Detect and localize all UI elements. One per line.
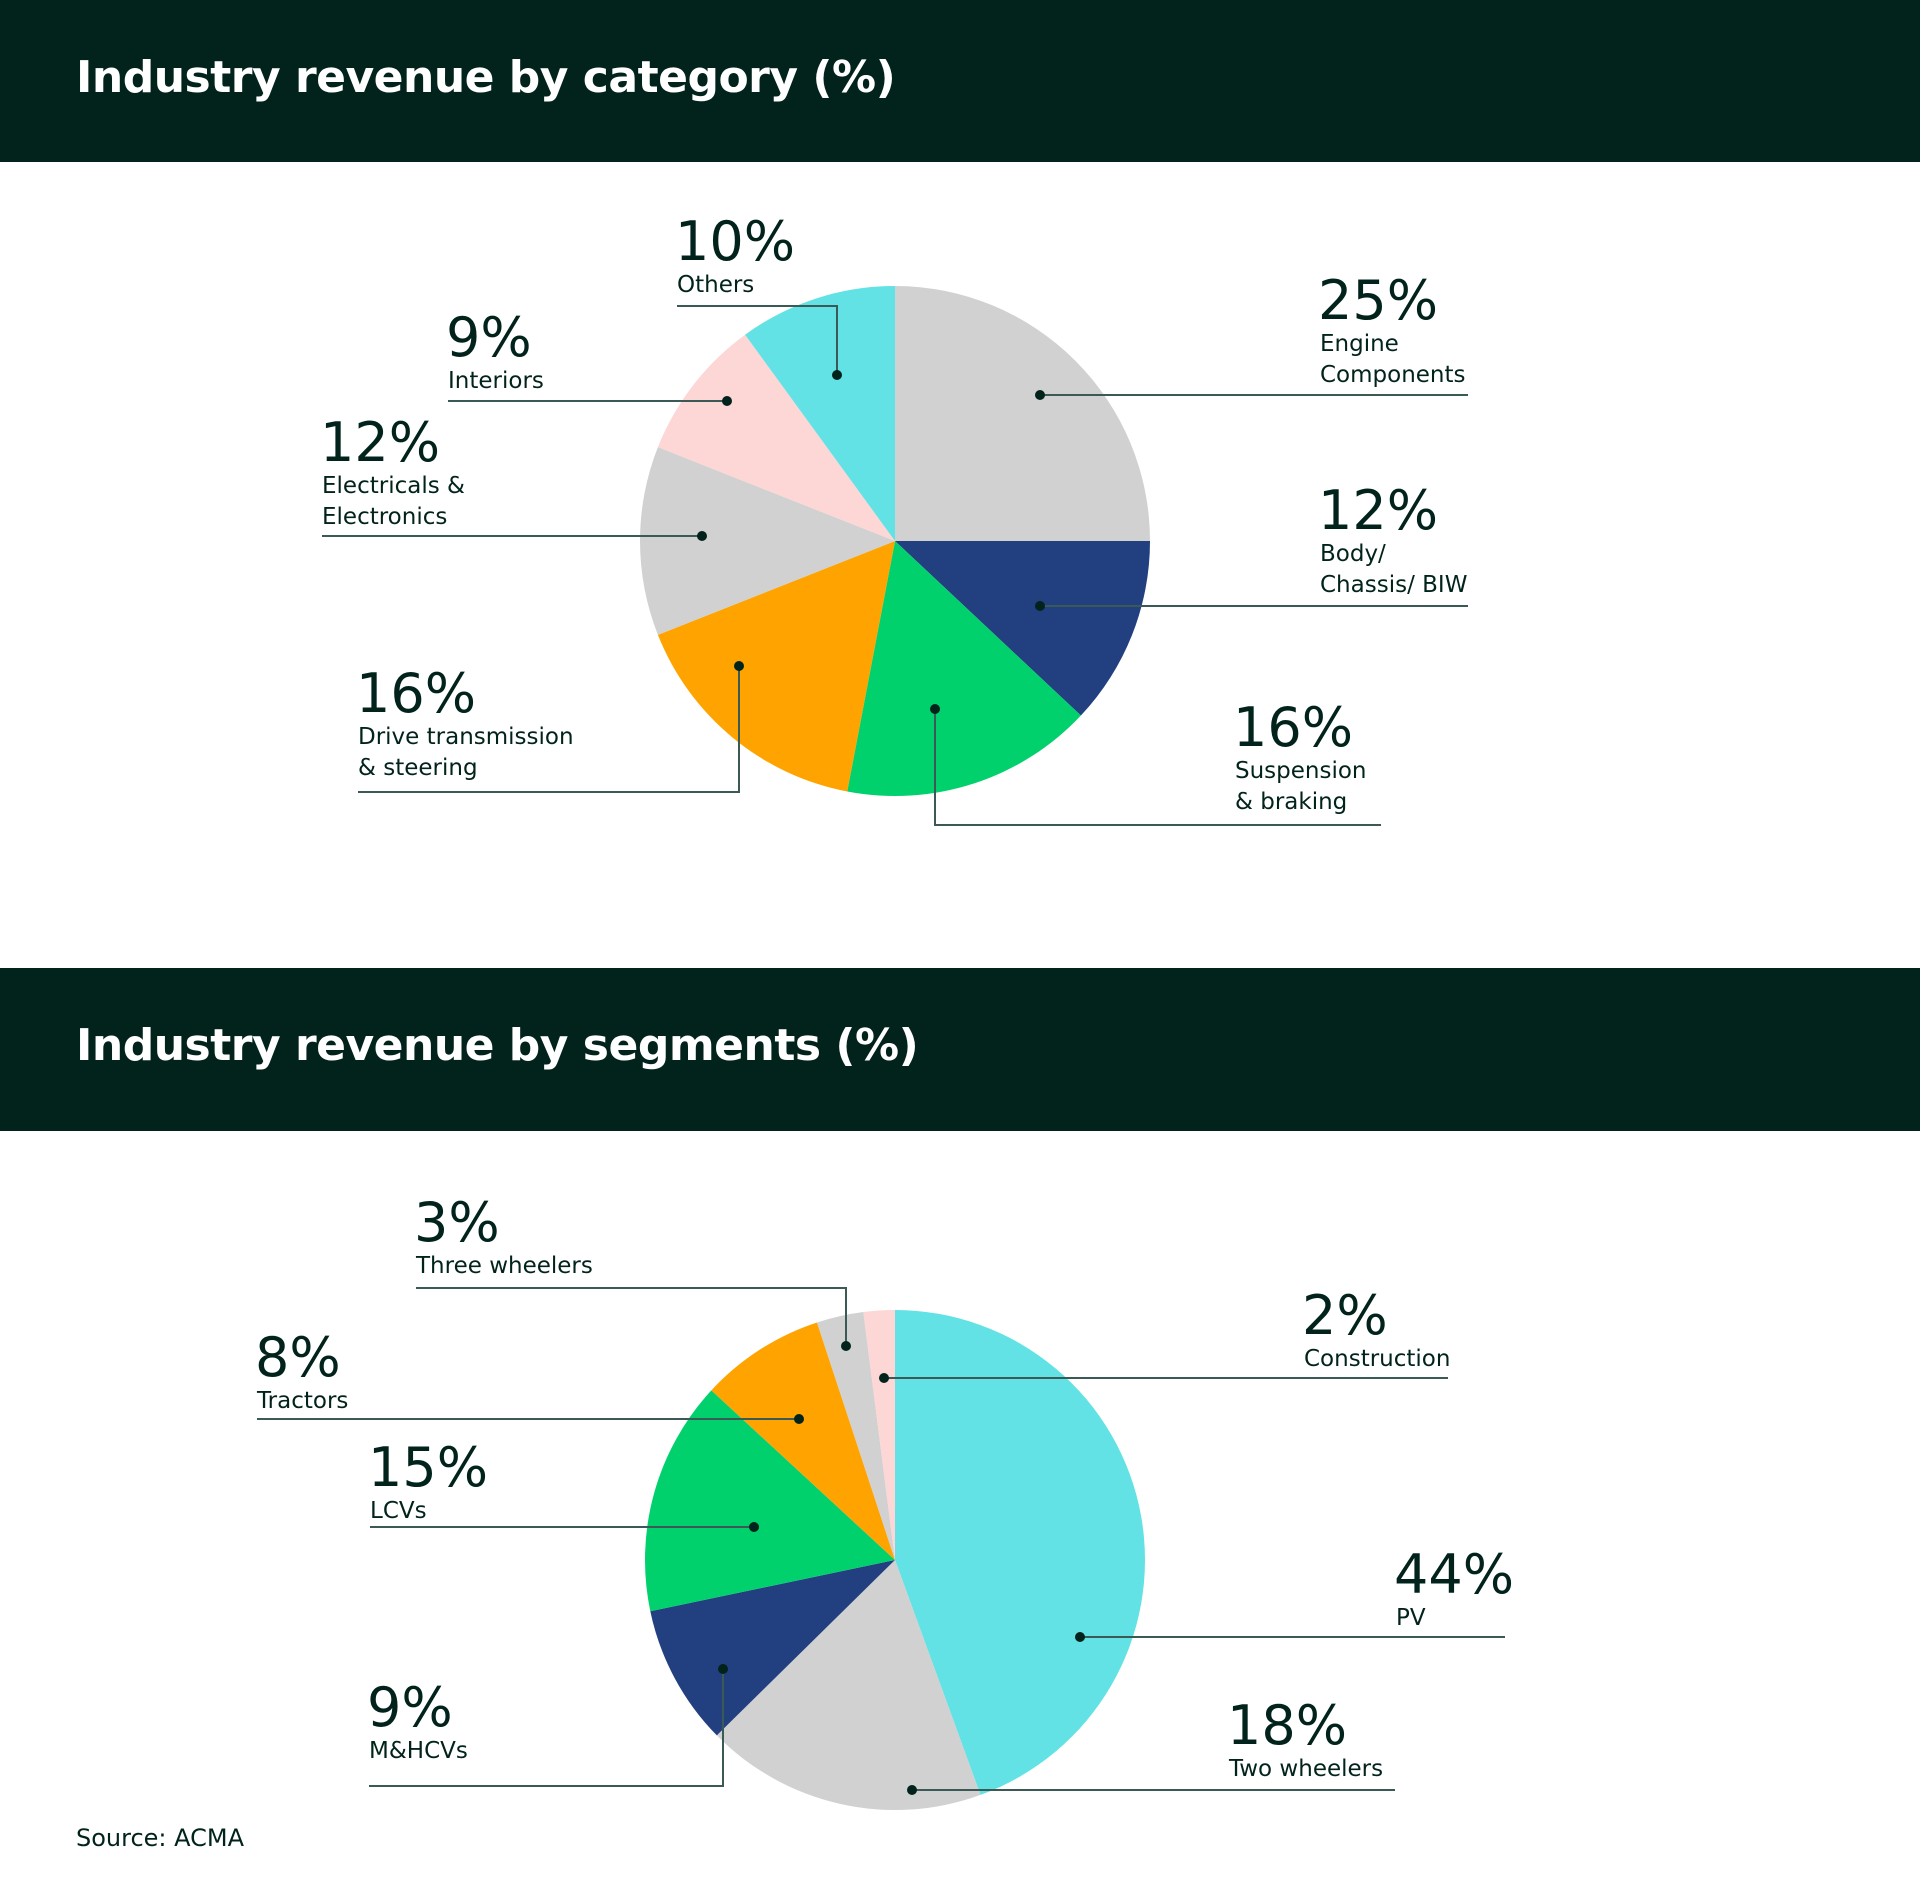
slice-label: Body/ <box>1320 541 1386 567</box>
leader-dot-icon <box>749 1522 759 1532</box>
pie-slice-others <box>745 286 895 541</box>
slice-label: Chassis/ BIW <box>1320 572 1467 598</box>
slice-percent: 44% <box>1394 1543 1514 1606</box>
callout-two-wheelers: 18%Two wheelers <box>907 1694 1395 1795</box>
category-header-band: Industry revenue by category (%) <box>0 0 1920 162</box>
slice-percent: 18% <box>1227 1694 1347 1757</box>
callout-m-hcvs: 9%M&HCVs <box>367 1664 728 1787</box>
leader-dot-icon <box>907 1785 917 1795</box>
category-chart-title: Industry revenue by category (%) <box>76 52 896 103</box>
slice-percent: 12% <box>1318 479 1438 542</box>
callout-others: 10%Others <box>675 210 842 380</box>
leader-dot-icon <box>794 1414 804 1424</box>
segments-header-band: Industry revenue by segments (%) <box>0 968 1920 1131</box>
leader-line <box>358 666 740 793</box>
pie-slice-m-hcvs <box>650 1560 895 1736</box>
callout-three-wheelers: 3%Three wheelers <box>414 1191 851 1351</box>
slice-percent: 12% <box>320 411 440 474</box>
slice-percent: 9% <box>367 1676 453 1739</box>
leader-line <box>934 709 1381 826</box>
leader-dot-icon <box>734 661 744 671</box>
slice-percent: 16% <box>1233 696 1353 759</box>
slice-label: Others <box>677 272 754 298</box>
slice-label: PV <box>1396 1605 1426 1631</box>
slice-percent: 9% <box>446 306 532 369</box>
slice-label: & braking <box>1235 789 1347 815</box>
leader-dot-icon <box>1035 390 1045 400</box>
pie-slice-interiors <box>657 334 895 541</box>
source-note: Source: ACMA <box>76 1824 245 1852</box>
slice-label: Suspension <box>1235 758 1367 784</box>
slice-label: Engine <box>1320 331 1399 357</box>
slice-label: Tractors <box>256 1388 348 1414</box>
pie-slice-electricals-electronics <box>640 447 895 635</box>
callout-construction: 2%Construction <box>879 1284 1450 1383</box>
pie-slice-lcvs <box>645 1390 895 1612</box>
slice-label: LCVs <box>370 1498 427 1524</box>
pie-slices <box>640 286 1150 796</box>
callout-tractors: 8%Tractors <box>255 1326 804 1424</box>
leader-dot-icon <box>722 396 732 406</box>
pie-slice-two-wheelers <box>716 1560 981 1810</box>
pie-slice-body-chassis-biw <box>895 541 1150 716</box>
slice-percent: 16% <box>356 662 476 725</box>
leader-dot-icon <box>697 531 707 541</box>
pie-slice-engine-components <box>895 286 1150 541</box>
callout-engine-components: 25%Engine Components <box>1035 269 1468 400</box>
pie-slice-tractors <box>711 1322 895 1560</box>
slice-percent: 2% <box>1302 1284 1388 1347</box>
pie-slice-drive-transmission-steering <box>657 541 895 792</box>
leader-line <box>369 1669 724 1787</box>
leader-dot-icon <box>930 704 940 714</box>
slice-label: Electricals & <box>322 473 465 499</box>
pie-slice-suspension-braking <box>847 541 1081 796</box>
slice-label: & steering <box>358 755 478 781</box>
slice-percent: 25% <box>1318 269 1438 332</box>
slice-label: Construction <box>1304 1346 1450 1372</box>
callout-suspension-braking: 16%Suspension & braking <box>930 696 1381 826</box>
slice-percent: 15% <box>368 1436 488 1499</box>
pie-slices <box>645 1310 1145 1810</box>
leader-dot-icon <box>841 1341 851 1351</box>
leader-dot-icon <box>718 1664 728 1674</box>
leader-line <box>677 305 838 375</box>
leader-dot-icon <box>1075 1632 1085 1642</box>
slice-percent: 8% <box>255 1326 341 1389</box>
leader-dot-icon <box>1035 601 1045 611</box>
pie-slice-pv <box>895 1310 1145 1795</box>
pie-slice-three-wheelers <box>816 1312 895 1560</box>
slice-label: Three wheelers <box>415 1253 593 1279</box>
callout-body-chassis-biw: 12%Body/Chassis/ BIW <box>1035 479 1468 611</box>
slice-label: Drive transmission <box>358 724 574 750</box>
slice-label: Electronics <box>322 504 447 530</box>
slice-label: Two wheelers <box>1228 1756 1383 1782</box>
slice-percent: 10% <box>675 210 795 273</box>
leader-dot-icon <box>832 370 842 380</box>
slice-label: M&HCVs <box>369 1738 468 1764</box>
callout-drive-transmission-steering: 16%Drive transmission & steering <box>356 661 744 793</box>
slice-label: Interiors <box>448 368 544 394</box>
pie-slice-construction <box>863 1310 895 1560</box>
callout-pv: 44%PV <box>1075 1543 1514 1642</box>
callout-electricals-electronics: 12%Electricals & Electronics <box>320 411 707 541</box>
slice-label: Components <box>1320 362 1466 388</box>
leader-dot-icon <box>879 1373 889 1383</box>
segments-pie-chart: 44%PV 18%Two wheelers 9%M&HCVs 15%LCVs 8%Tra… <box>255 1191 1514 1810</box>
segments-chart-title: Industry revenue by segments (%) <box>76 1020 919 1071</box>
leader-line <box>416 1287 847 1346</box>
callout-lcvs: 15%LCVs <box>368 1436 759 1532</box>
slice-percent: 3% <box>414 1191 500 1254</box>
callout-interiors: 9%Interiors <box>446 306 732 406</box>
